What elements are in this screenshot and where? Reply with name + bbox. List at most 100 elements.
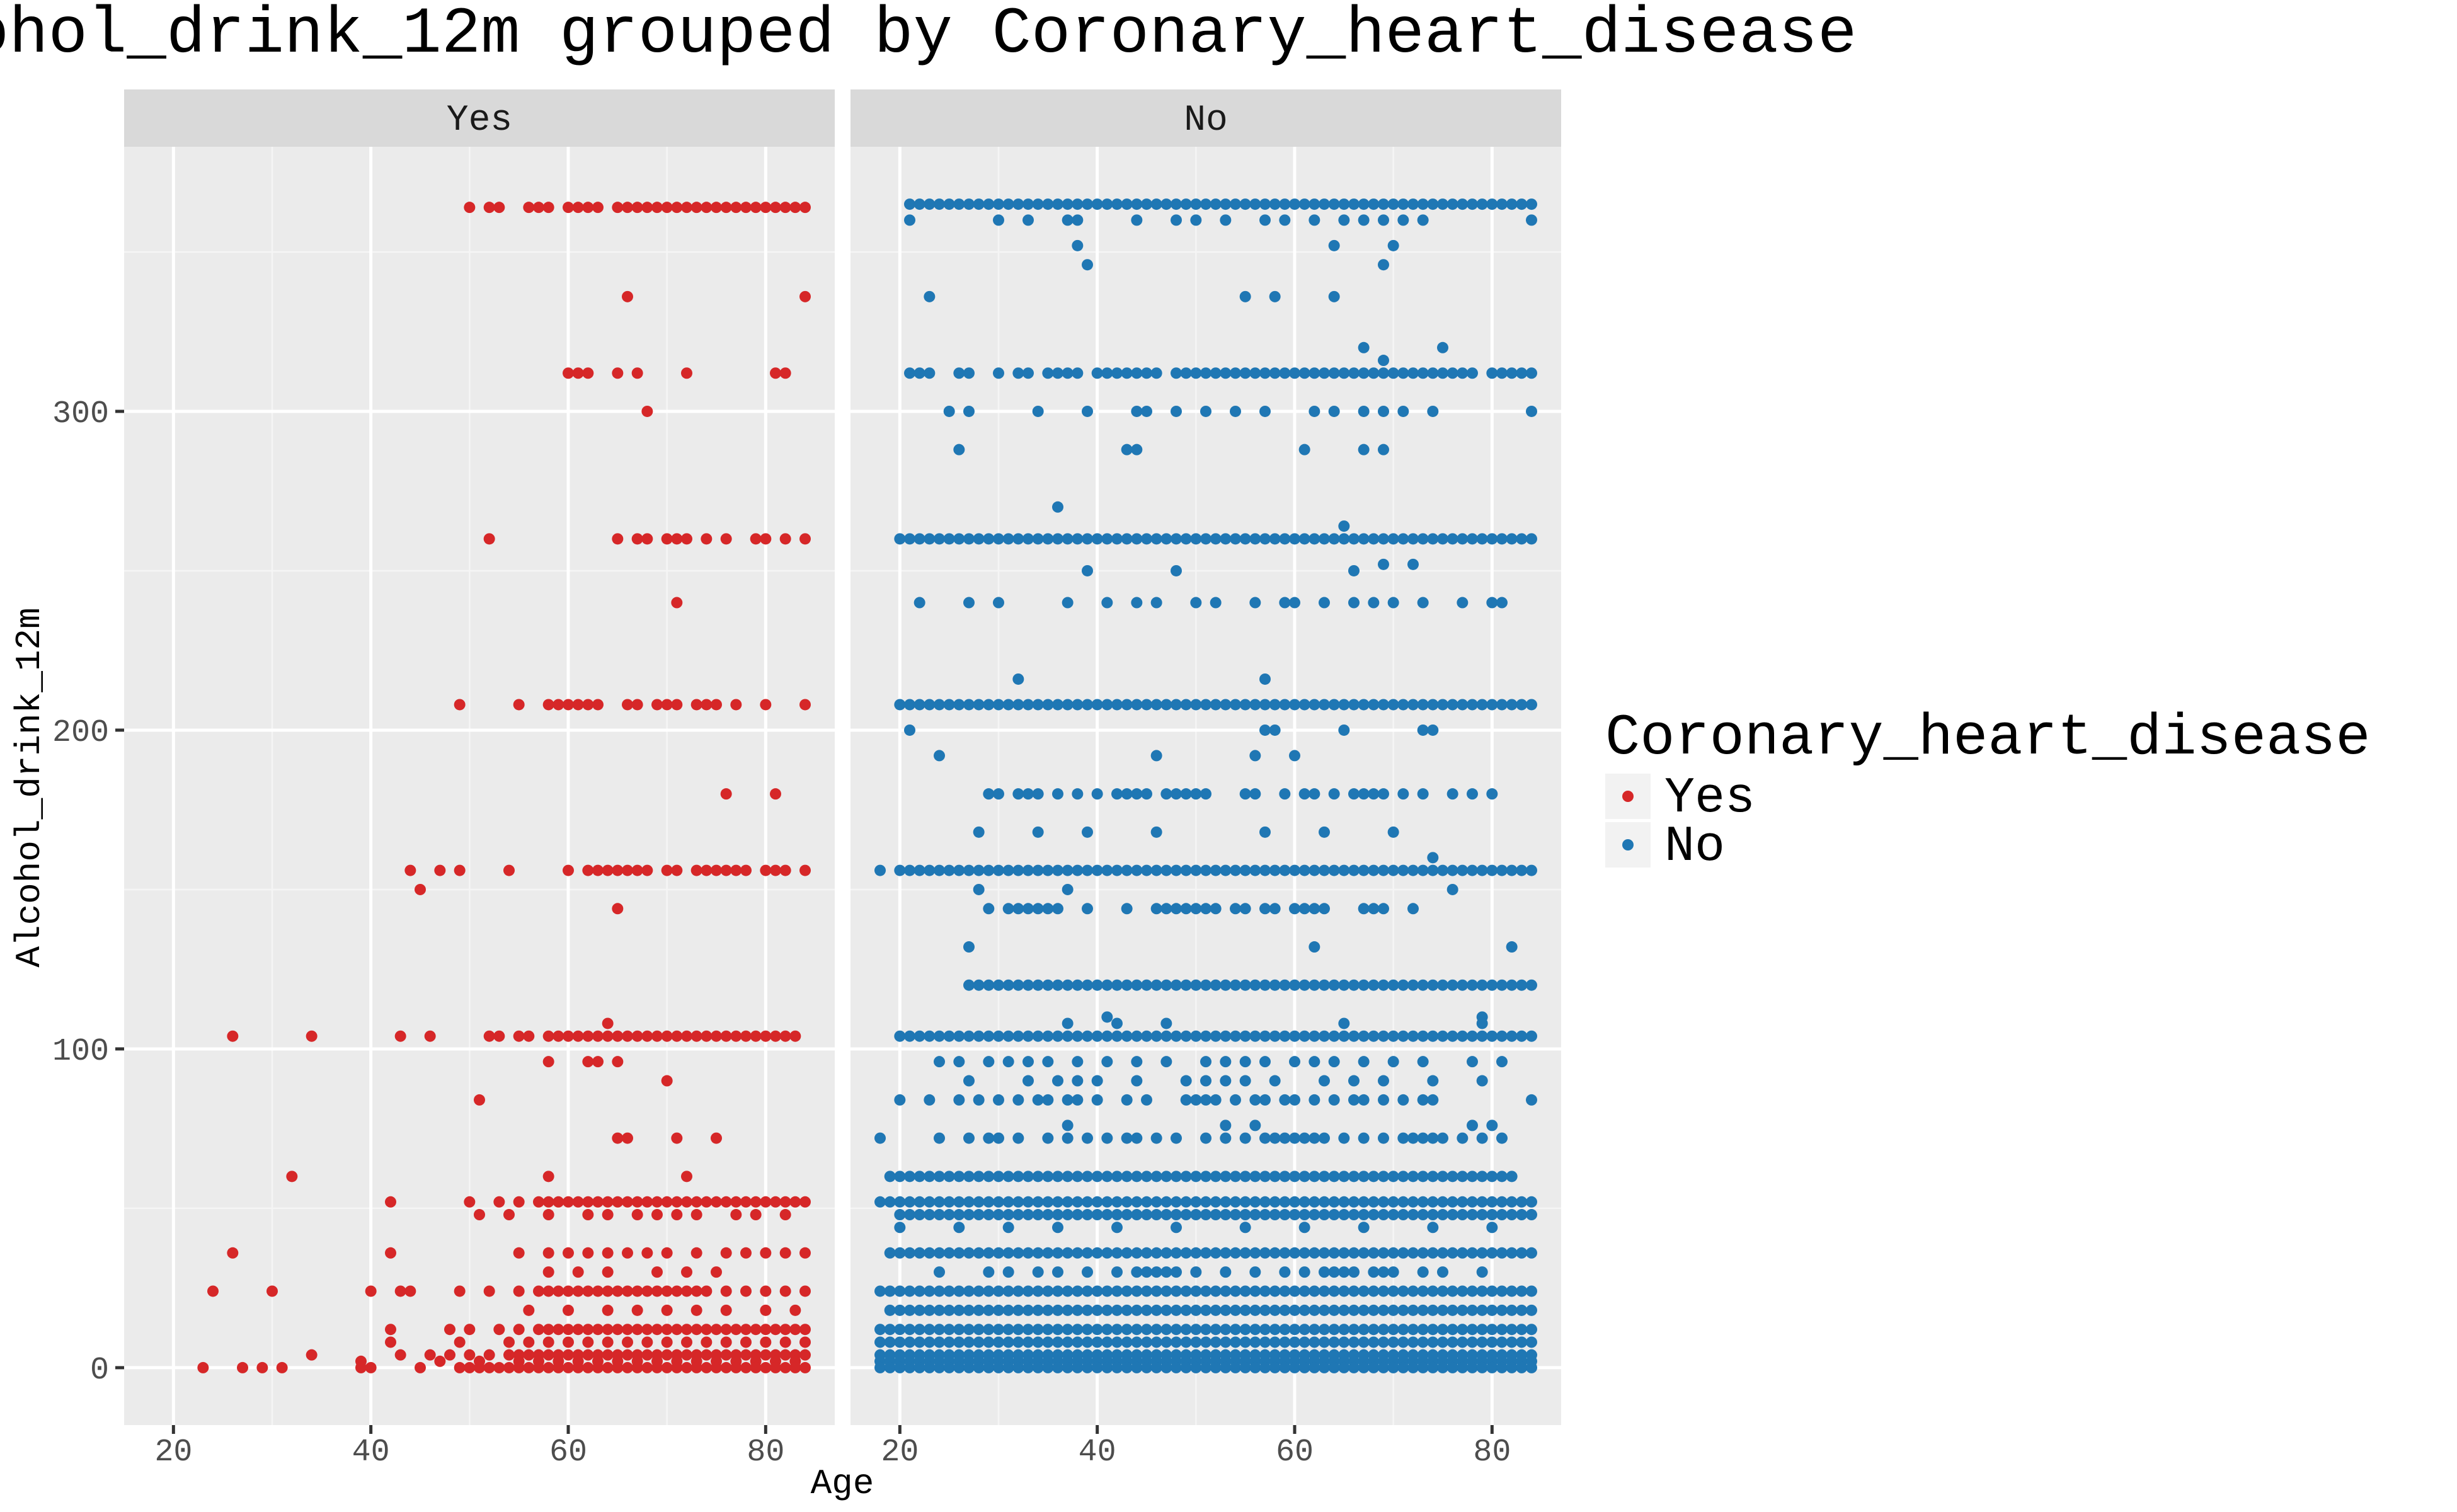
data-point	[983, 1336, 995, 1348]
data-point	[1476, 1209, 1488, 1221]
data-point	[1032, 1266, 1044, 1278]
data-point	[701, 699, 713, 711]
data-point	[1516, 1196, 1528, 1208]
data-point	[631, 1209, 643, 1221]
data-point	[1121, 367, 1133, 379]
data-point	[1091, 1196, 1103, 1208]
data-point	[934, 1196, 945, 1208]
data-point	[1457, 1324, 1469, 1336]
data-point	[681, 1285, 692, 1297]
data-point	[1150, 1361, 1162, 1373]
data-point	[1032, 1361, 1044, 1373]
data-point	[1259, 214, 1271, 226]
data-point	[523, 1361, 535, 1373]
data-point	[1298, 1304, 1310, 1316]
data-point	[1091, 979, 1103, 991]
data-point	[904, 198, 915, 210]
panel-background	[850, 147, 1561, 1425]
data-point	[503, 1361, 515, 1373]
data-point	[1121, 1247, 1133, 1259]
data-point	[1269, 1324, 1281, 1336]
data-point	[1259, 367, 1271, 379]
data-point	[1368, 903, 1380, 915]
data-point	[1338, 367, 1350, 379]
data-point	[1121, 1285, 1133, 1297]
data-point	[1131, 1285, 1143, 1297]
data-point	[993, 864, 1004, 876]
data-point	[1141, 788, 1152, 800]
data-point	[1328, 239, 1340, 251]
data-point	[1091, 1324, 1103, 1336]
data-point	[1407, 979, 1419, 991]
data-points	[874, 198, 1537, 1373]
data-point	[799, 1285, 811, 1297]
data-point	[1457, 1285, 1469, 1297]
data-point	[1348, 788, 1360, 800]
data-point	[904, 1304, 915, 1316]
data-point	[1338, 864, 1350, 876]
data-point	[1417, 1056, 1429, 1068]
data-point	[1200, 533, 1211, 545]
data-point	[1368, 699, 1380, 711]
data-point	[1397, 1247, 1409, 1259]
data-point	[1052, 979, 1063, 991]
data-point	[1309, 1132, 1320, 1144]
data-point	[1298, 903, 1310, 915]
data-point	[681, 1266, 692, 1278]
data-point	[1180, 1171, 1192, 1183]
data-point	[661, 864, 673, 876]
data-point	[631, 864, 643, 876]
data-point	[1150, 979, 1162, 991]
data-point	[1082, 1285, 1093, 1297]
data-point	[1397, 1285, 1409, 1297]
data-point	[720, 1285, 732, 1297]
data-point	[592, 1324, 604, 1336]
data-point	[1387, 1336, 1399, 1348]
data-point	[1180, 699, 1192, 711]
data-point	[740, 1349, 752, 1361]
data-point	[894, 533, 906, 545]
data-point	[983, 1056, 995, 1068]
data-point	[1210, 367, 1222, 379]
data-point	[661, 1361, 673, 1373]
data-point	[1387, 1056, 1399, 1068]
data-point	[1486, 1324, 1498, 1336]
data-point	[993, 979, 1004, 991]
data-point	[1160, 1266, 1172, 1278]
data-point	[612, 1196, 624, 1208]
data-point	[1467, 788, 1478, 800]
y-tick-label: 0	[90, 1353, 109, 1389]
data-point	[924, 367, 936, 379]
data-point	[1072, 1209, 1084, 1221]
data-point	[1358, 1030, 1370, 1042]
data-point	[1111, 1171, 1123, 1183]
data-point	[661, 1247, 673, 1259]
data-point	[1526, 1030, 1537, 1042]
data-point	[1239, 1247, 1251, 1259]
data-point	[779, 367, 791, 379]
data-point	[1249, 1361, 1261, 1373]
data-point	[1328, 405, 1340, 417]
data-point	[1230, 1336, 1241, 1348]
data-point	[1160, 1209, 1172, 1221]
data-point	[1131, 214, 1143, 226]
data-point	[1437, 1285, 1448, 1297]
data-point	[1210, 1361, 1222, 1373]
data-point	[1437, 198, 1448, 210]
data-point	[1052, 864, 1063, 876]
data-point	[355, 1361, 367, 1373]
data-point	[553, 1196, 564, 1208]
data-point	[1446, 1196, 1458, 1208]
data-point	[1397, 979, 1409, 991]
data-point	[1002, 979, 1014, 991]
data-point	[1397, 367, 1409, 379]
data-point	[1457, 864, 1469, 876]
data-point	[963, 198, 975, 210]
data-point	[1368, 1304, 1380, 1316]
data-point	[943, 1171, 955, 1183]
data-point	[513, 699, 525, 711]
data-point	[1210, 533, 1222, 545]
data-point	[1062, 597, 1074, 609]
data-point	[1496, 1209, 1508, 1221]
